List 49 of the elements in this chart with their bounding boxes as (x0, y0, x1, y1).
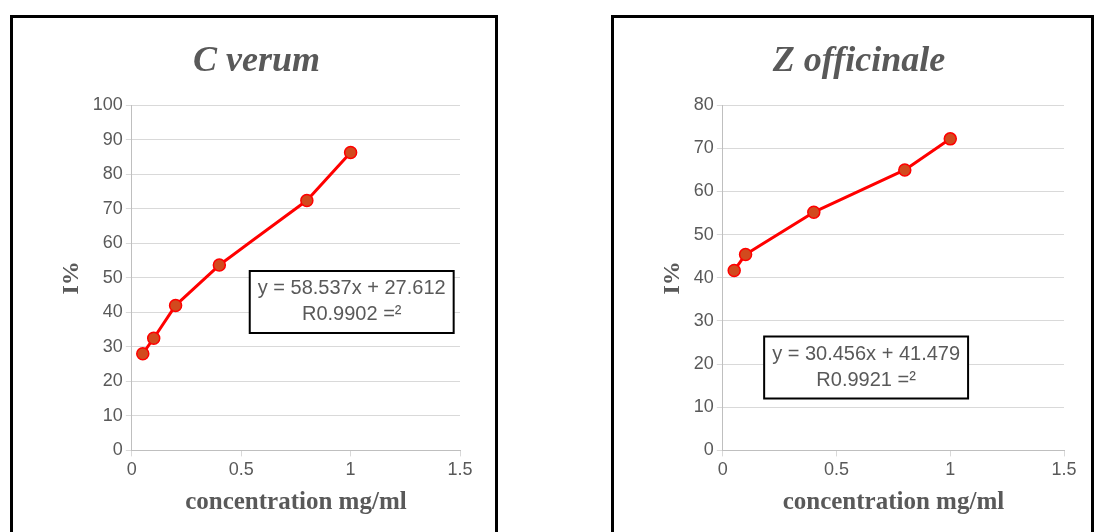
y-tick-label: 0 (112, 439, 123, 460)
point (807, 205, 821, 219)
y-tick-label: 0 (703, 439, 714, 460)
y-tick-label: 30 (693, 309, 714, 330)
y-tick-label: 60 (102, 232, 123, 253)
point (943, 132, 958, 146)
point (898, 163, 912, 177)
annotation: y = 30.456x + 41.479 (772, 342, 961, 365)
x-axis-title: concentration mg/ml (782, 487, 1005, 515)
x-tick-label: 1.5 (447, 459, 473, 480)
chart-title: C verum (192, 38, 321, 79)
point (146, 331, 161, 345)
point (212, 258, 227, 272)
y-tick-label: 50 (693, 223, 714, 244)
y-tick-label: 60 (693, 180, 714, 201)
y-tick-label: 70 (102, 197, 123, 218)
y-tick-label: 70 (693, 137, 714, 158)
point (738, 247, 753, 262)
annotation: R0.9902 =² (301, 302, 402, 325)
y-tick-label: 50 (102, 266, 123, 287)
y-axis-title: I% (657, 261, 684, 295)
annotation: R0.9921 =² (816, 368, 917, 391)
x-tick-label: 1 (945, 459, 956, 480)
y-tick-label: 80 (693, 94, 714, 115)
x-tick-label: 0 (126, 459, 137, 480)
x-tick-label: 0 (717, 459, 728, 480)
point (300, 193, 314, 208)
chart-title: Z officinale (771, 38, 946, 79)
y-tick-label: 10 (693, 396, 714, 417)
annotation: y = 58.537x + 27.612 (257, 276, 446, 299)
point (136, 346, 150, 361)
x-axis-title: concentration mg/ml (185, 487, 407, 515)
y-tick-label: 80 (102, 163, 123, 184)
point (343, 145, 358, 160)
point (727, 263, 741, 278)
y-tick-label: 10 (102, 404, 123, 425)
x-tick-label: 1.5 (1051, 459, 1077, 480)
y-tick-label: 20 (102, 370, 123, 391)
y-tick-label: 100 (92, 94, 123, 115)
y-tick-label: 40 (693, 266, 714, 287)
x-tick-label: 0.5 (824, 459, 850, 480)
y-tick-label: 30 (102, 335, 123, 356)
point (168, 298, 183, 313)
x-tick-label: 0.5 (228, 459, 254, 480)
y-tick-label: 90 (102, 128, 123, 149)
y-tick-label: 40 (102, 301, 123, 322)
x-tick-label: 1 (345, 459, 356, 480)
y-axis-title: I% (56, 261, 83, 295)
y-tick-label: 20 (693, 353, 714, 374)
